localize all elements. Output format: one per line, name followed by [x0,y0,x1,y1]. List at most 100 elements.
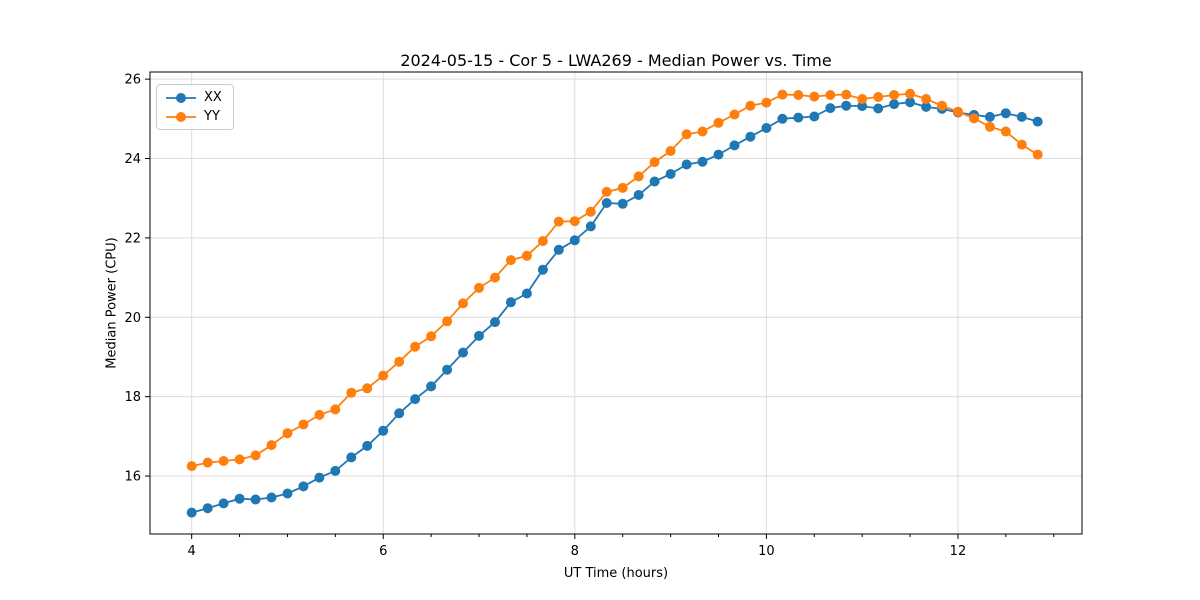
legend-line-sample-YY [166,111,196,122]
data-point-YY [250,450,261,461]
data-point-YY [458,298,468,309]
data-point-YY [921,94,932,104]
data-point-XX [1000,108,1011,119]
data-point-YY [777,89,788,100]
data-point-YY [713,117,724,128]
data-point-YY [314,409,325,420]
data-point-YY [681,129,692,140]
y-axis-label: Median Power (CPU) [104,237,120,369]
data-point-XX [617,198,628,209]
legend-label: YY [204,109,220,124]
data-point-XX [266,492,277,503]
data-point-YY [889,90,900,100]
data-point-YY [809,91,820,102]
y-tick-label: 26 [124,73,141,88]
y-tick-label: 20 [124,311,141,326]
data-point-YY [953,106,963,117]
data-point-XX [505,297,516,308]
data-point-XX [553,244,564,255]
data-point-YY [378,370,389,381]
data-point-YY [282,428,293,439]
y-tick-label: 24 [124,152,141,167]
data-point-XX [681,159,692,170]
data-point-YY [426,331,437,342]
data-point-YY [234,454,245,465]
data-point-YY [633,171,644,182]
data-point-XX [569,235,580,246]
data-point-YY [362,383,373,394]
data-point-YY [617,182,628,193]
data-point-XX [474,330,484,341]
data-point-XX [921,101,932,112]
data-point-XX [490,317,500,328]
data-point-XX [1016,111,1027,122]
data-point-XX [346,452,357,463]
data-point-YY [905,88,916,99]
data-point-XX [202,503,213,514]
data-point-XX [362,440,373,451]
legend-item-YY: YY [166,110,222,123]
data-point-YY [186,461,197,472]
plot-border [149,71,1083,535]
data-point-XX [889,99,900,110]
data-point-XX [841,100,852,111]
data-point-XX [314,472,325,483]
y-tick-label: 16 [124,470,141,485]
x-tick-label: 4 [188,544,196,559]
data-point-XX [633,190,644,200]
data-point-XX [378,425,389,436]
data-point-YY [665,146,676,156]
data-point-YY [841,89,852,100]
data-point-YY [266,440,277,451]
data-point-XX [250,494,261,505]
data-point-YY [601,186,612,197]
data-point-XX [234,493,245,504]
data-point-XX [218,498,229,509]
data-point-YY [969,113,979,124]
data-point-YY [793,90,804,100]
x-tick-label: 8 [571,544,579,559]
x-tick-label: 10 [758,544,775,559]
data-point-YY [490,272,500,283]
data-point-XX [777,113,788,124]
data-point-YY [553,216,564,227]
data-point-XX [761,123,772,133]
data-point-XX [649,176,660,187]
data-point-XX [521,288,532,299]
data-point-XX [410,394,421,405]
y-tick-label: 18 [124,390,141,405]
data-point-YY [202,457,213,468]
legend: XX YY [156,84,234,130]
data-point-XX [442,364,453,375]
data-point-XX [665,169,676,179]
data-point-XX [426,381,437,392]
data-point-XX [330,465,341,476]
data-point-XX [394,408,405,419]
data-point-YY [521,250,532,261]
data-point-YY [761,97,772,108]
legend-line-sample-XX [166,92,196,103]
data-point-XX [873,103,884,114]
legend-item-XX: XX [166,91,222,104]
data-point-XX [745,131,756,142]
x-axis-label: UT Time (hours) [563,566,669,581]
legend-label: XX [204,90,222,105]
data-point-YY [218,456,229,466]
data-point-XX [793,112,804,123]
data-point-XX [713,149,724,160]
data-point-YY [474,282,484,293]
data-point-XX [186,507,197,518]
y-tick-label: 22 [124,231,141,246]
data-point-YY [649,157,660,168]
series-line-XX [191,101,1038,514]
data-point-YY [442,316,453,327]
data-point-XX [905,97,916,108]
data-point-XX [825,103,836,114]
data-point-YY [410,341,421,352]
data-point-XX [458,347,468,358]
data-point-YY [1032,149,1043,160]
data-point-YY [585,206,596,217]
data-point-YY [873,92,884,102]
data-point-XX [857,101,868,112]
